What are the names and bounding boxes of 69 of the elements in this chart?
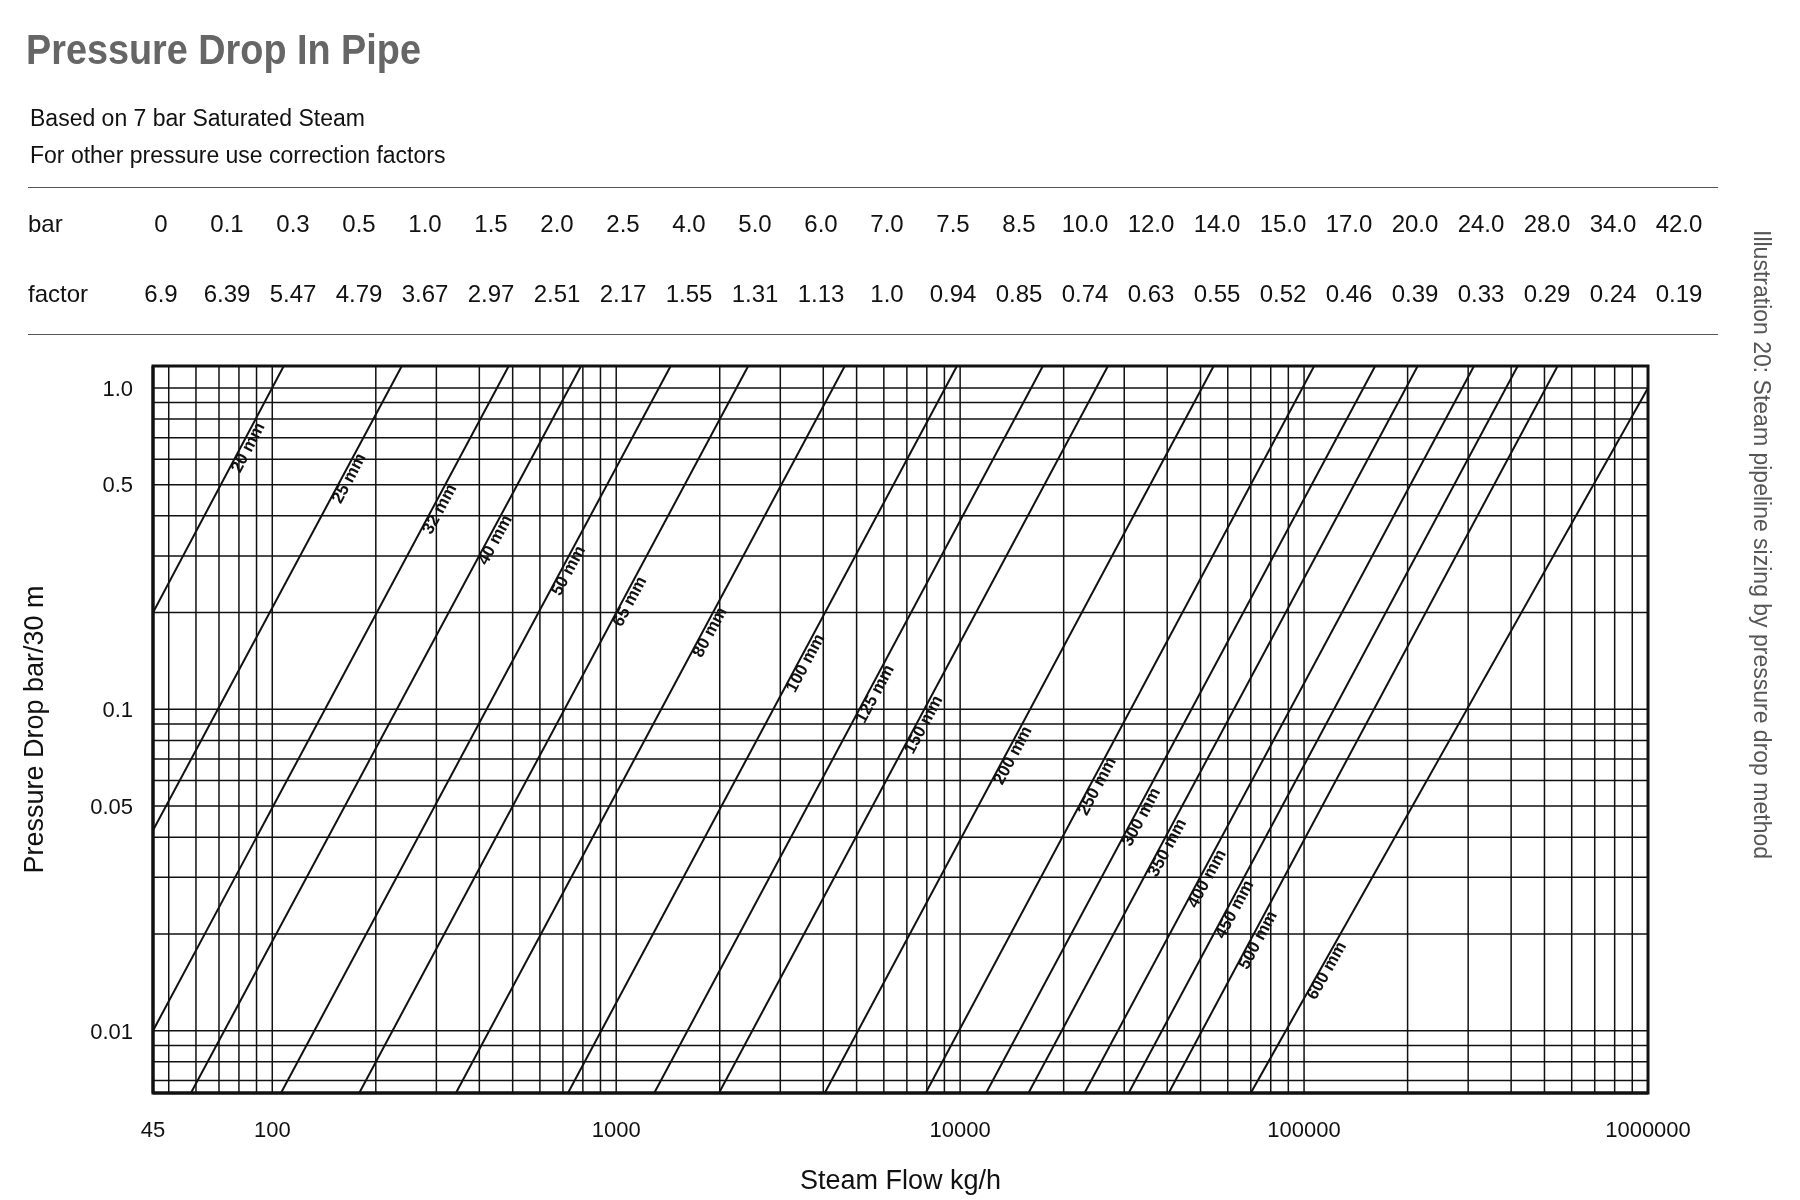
text: factor [28,280,90,308]
text: 0.5 [341,210,377,238]
chart-subtitle: Based on 7 bar Saturated Steam For other pressure use correction factors [30,104,446,170]
y-tick-label: 0.01 [90,1018,133,1044]
text: bar [28,210,64,238]
text: 2.51 [532,280,582,308]
text: 0.74 [1060,280,1110,308]
text: 42.0 [1654,210,1704,238]
text: 1.55 [664,280,714,308]
text: 6.9 [143,280,179,308]
y-tick-label: 1.0 [102,375,133,401]
text: 0.1 [209,210,245,238]
chart-title: Pressure Drop In Pipe [26,26,421,74]
text: 4.0 [671,210,707,238]
text: 6.0 [803,210,839,238]
text: 0 [153,210,169,238]
text: 34.0 [1588,210,1638,238]
y-tick-label: 0.1 [102,697,133,723]
text: 20.0 [1390,210,1440,238]
text: 0.24 [1588,280,1638,308]
text: 0.52 [1258,280,1308,308]
x-tick-label: 100 [253,1116,291,1142]
text: 2.5 [605,210,641,238]
text: 0.33 [1456,280,1506,308]
text: 1.5 [473,210,509,238]
text: 10.0 [1060,210,1110,238]
text: 1.0 [407,210,443,238]
x-tick-label: 45 [140,1116,166,1142]
text: 24.0 [1456,210,1506,238]
text: 1.0 [869,280,905,308]
text: 0.55 [1192,280,1242,308]
text: 6.39 [202,280,252,308]
text: 0.63 [1126,280,1176,308]
text: 5.0 [737,210,773,238]
text: 14.0 [1192,210,1242,238]
text: 17.0 [1324,210,1374,238]
text: 0.94 [928,280,978,308]
text: 250 mm [1073,753,1121,819]
x-tick-label: 10000 [929,1116,991,1142]
text: 0.39 [1390,280,1440,308]
text: 0.85 [994,280,1044,308]
x-axis-title: Steam Flow kg/h [799,1165,1002,1195]
y-tick-label: 0.5 [102,472,133,498]
x-tick-label: 1000000 [1605,1116,1691,1142]
x-tick-label: 100000 [1267,1116,1341,1142]
x-tick-label: 1000 [591,1116,641,1142]
text: 1.13 [796,280,846,308]
text: 4.79 [334,280,384,308]
text: 3.67 [400,280,450,308]
text: 2.97 [466,280,516,308]
text: 1.31 [730,280,780,308]
text: 100 mm [781,630,829,696]
text: 2.17 [598,280,648,308]
y-axis-title: Pressure Drop bar/30 m [18,585,49,874]
text: 28.0 [1522,210,1572,238]
text: 12.0 [1126,210,1176,238]
text: 5.47 [268,280,318,308]
text: 0.19 [1654,280,1704,308]
text: 0.46 [1324,280,1374,308]
text: 15.0 [1258,210,1308,238]
text: 0.29 [1522,280,1572,308]
text: 40 mm [473,511,516,568]
text: 8.5 [1001,210,1037,238]
text: Illustration 20: Steam pipeline sizing by pressure drop method [1748,230,1775,860]
text: 7.0 [869,210,905,238]
text: 0.3 [275,210,311,238]
text: 7.5 [935,210,971,238]
y-tick-label: 0.05 [90,793,133,819]
text: 2.0 [539,210,575,238]
